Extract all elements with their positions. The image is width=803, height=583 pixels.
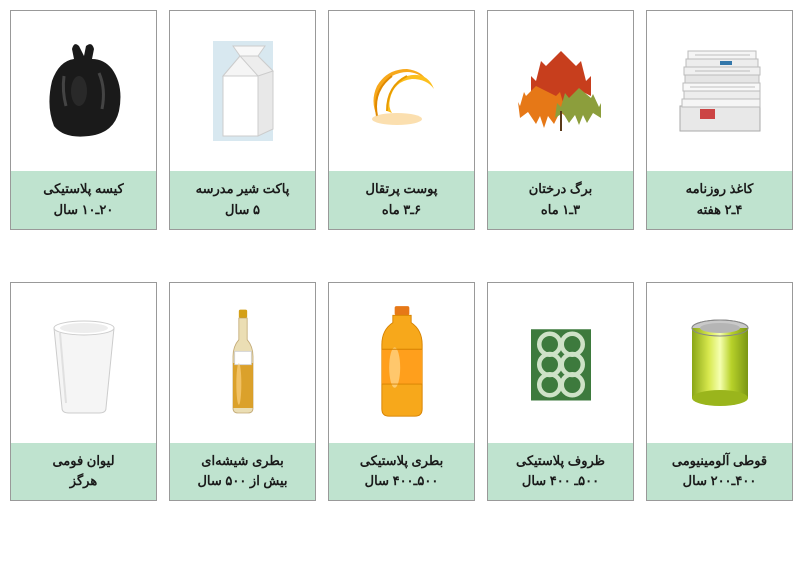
- plastic-bag-icon: [11, 11, 156, 171]
- card-milk-carton: پاکت شیر مدرسه ۵ سال: [169, 10, 316, 230]
- card-label: کیسه پلاستیکی ۲۰ـ۱۰ سال: [11, 171, 156, 229]
- item-duration: ۵۰۰ـ ۴۰۰ سال: [492, 471, 629, 492]
- glass-bottle-icon: [170, 283, 315, 443]
- item-title: کاغذ روزنامه: [651, 179, 788, 200]
- item-duration: ۲۰ـ۱۰ سال: [15, 200, 152, 221]
- card-foam-cup: لیوان فومی هرگز: [10, 282, 157, 502]
- card-label: بطری پلاستیکی ۵۰۰ـ۴۰۰ سال: [329, 443, 474, 501]
- card-label: کاغذ روزنامه ۴ـ۲ هفته: [647, 171, 792, 229]
- card-orange-peel: پوست پرتقال ۶ـ۳ ماه: [328, 10, 475, 230]
- item-duration: بیش از ۵۰۰ سال: [174, 471, 311, 492]
- item-duration: ۵۰۰ـ۴۰۰ سال: [333, 471, 470, 492]
- item-title: ظروف پلاستیکی: [492, 451, 629, 472]
- item-title: پاکت شیر مدرسه: [174, 179, 311, 200]
- card-plastic-rings: ظروف پلاستیکی ۵۰۰ـ ۴۰۰ سال: [487, 282, 634, 502]
- card-label: برگ درختان ۳ـ۱ ماه: [488, 171, 633, 229]
- can-icon: [647, 283, 792, 443]
- item-duration: هرگز: [15, 471, 152, 492]
- item-title: لیوان فومی: [15, 451, 152, 472]
- card-label: ظروف پلاستیکی ۵۰۰ـ ۴۰۰ سال: [488, 443, 633, 501]
- item-title: برگ درختان: [492, 179, 629, 200]
- leaves-icon: [488, 11, 633, 171]
- card-plastic-bag: کیسه پلاستیکی ۲۰ـ۱۰ سال: [10, 10, 157, 230]
- card-label: پوست پرتقال ۶ـ۳ ماه: [329, 171, 474, 229]
- orange-peel-icon: [329, 11, 474, 171]
- card-can: قوطی آلومینیومی ۴۰۰ـ۲۰۰ سال: [646, 282, 793, 502]
- plastic-bottle-icon: [329, 283, 474, 443]
- newspaper-icon: [647, 11, 792, 171]
- card-plastic-bottle: بطری پلاستیکی ۵۰۰ـ۴۰۰ سال: [328, 282, 475, 502]
- card-label: لیوان فومی هرگز: [11, 443, 156, 501]
- item-title: بطری پلاستیکی: [333, 451, 470, 472]
- item-duration: ۵ سال: [174, 200, 311, 221]
- item-duration: ۶ـ۳ ماه: [333, 200, 470, 221]
- item-duration: ۳ـ۱ ماه: [492, 200, 629, 221]
- card-label: پاکت شیر مدرسه ۵ سال: [170, 171, 315, 229]
- card-label: قوطی آلومینیومی ۴۰۰ـ۲۰۰ سال: [647, 443, 792, 501]
- card-leaves: برگ درختان ۳ـ۱ ماه: [487, 10, 634, 230]
- item-title: بطری شیشه‌ای: [174, 451, 311, 472]
- plastic-rings-icon: [488, 283, 633, 443]
- decomposition-grid: کاغذ روزنامه ۴ـ۲ هفته برگ درختان ۳ـ۱ ماه: [10, 10, 793, 501]
- milk-carton-icon: [170, 11, 315, 171]
- item-duration: ۴ـ۲ هفته: [651, 200, 788, 221]
- card-label: بطری شیشه‌ای بیش از ۵۰۰ سال: [170, 443, 315, 501]
- foam-cup-icon: [11, 283, 156, 443]
- item-duration: ۴۰۰ـ۲۰۰ سال: [651, 471, 788, 492]
- card-glass-bottle: بطری شیشه‌ای بیش از ۵۰۰ سال: [169, 282, 316, 502]
- item-title: قوطی آلومینیومی: [651, 451, 788, 472]
- card-newspaper: کاغذ روزنامه ۴ـ۲ هفته: [646, 10, 793, 230]
- item-title: پوست پرتقال: [333, 179, 470, 200]
- item-title: کیسه پلاستیکی: [15, 179, 152, 200]
